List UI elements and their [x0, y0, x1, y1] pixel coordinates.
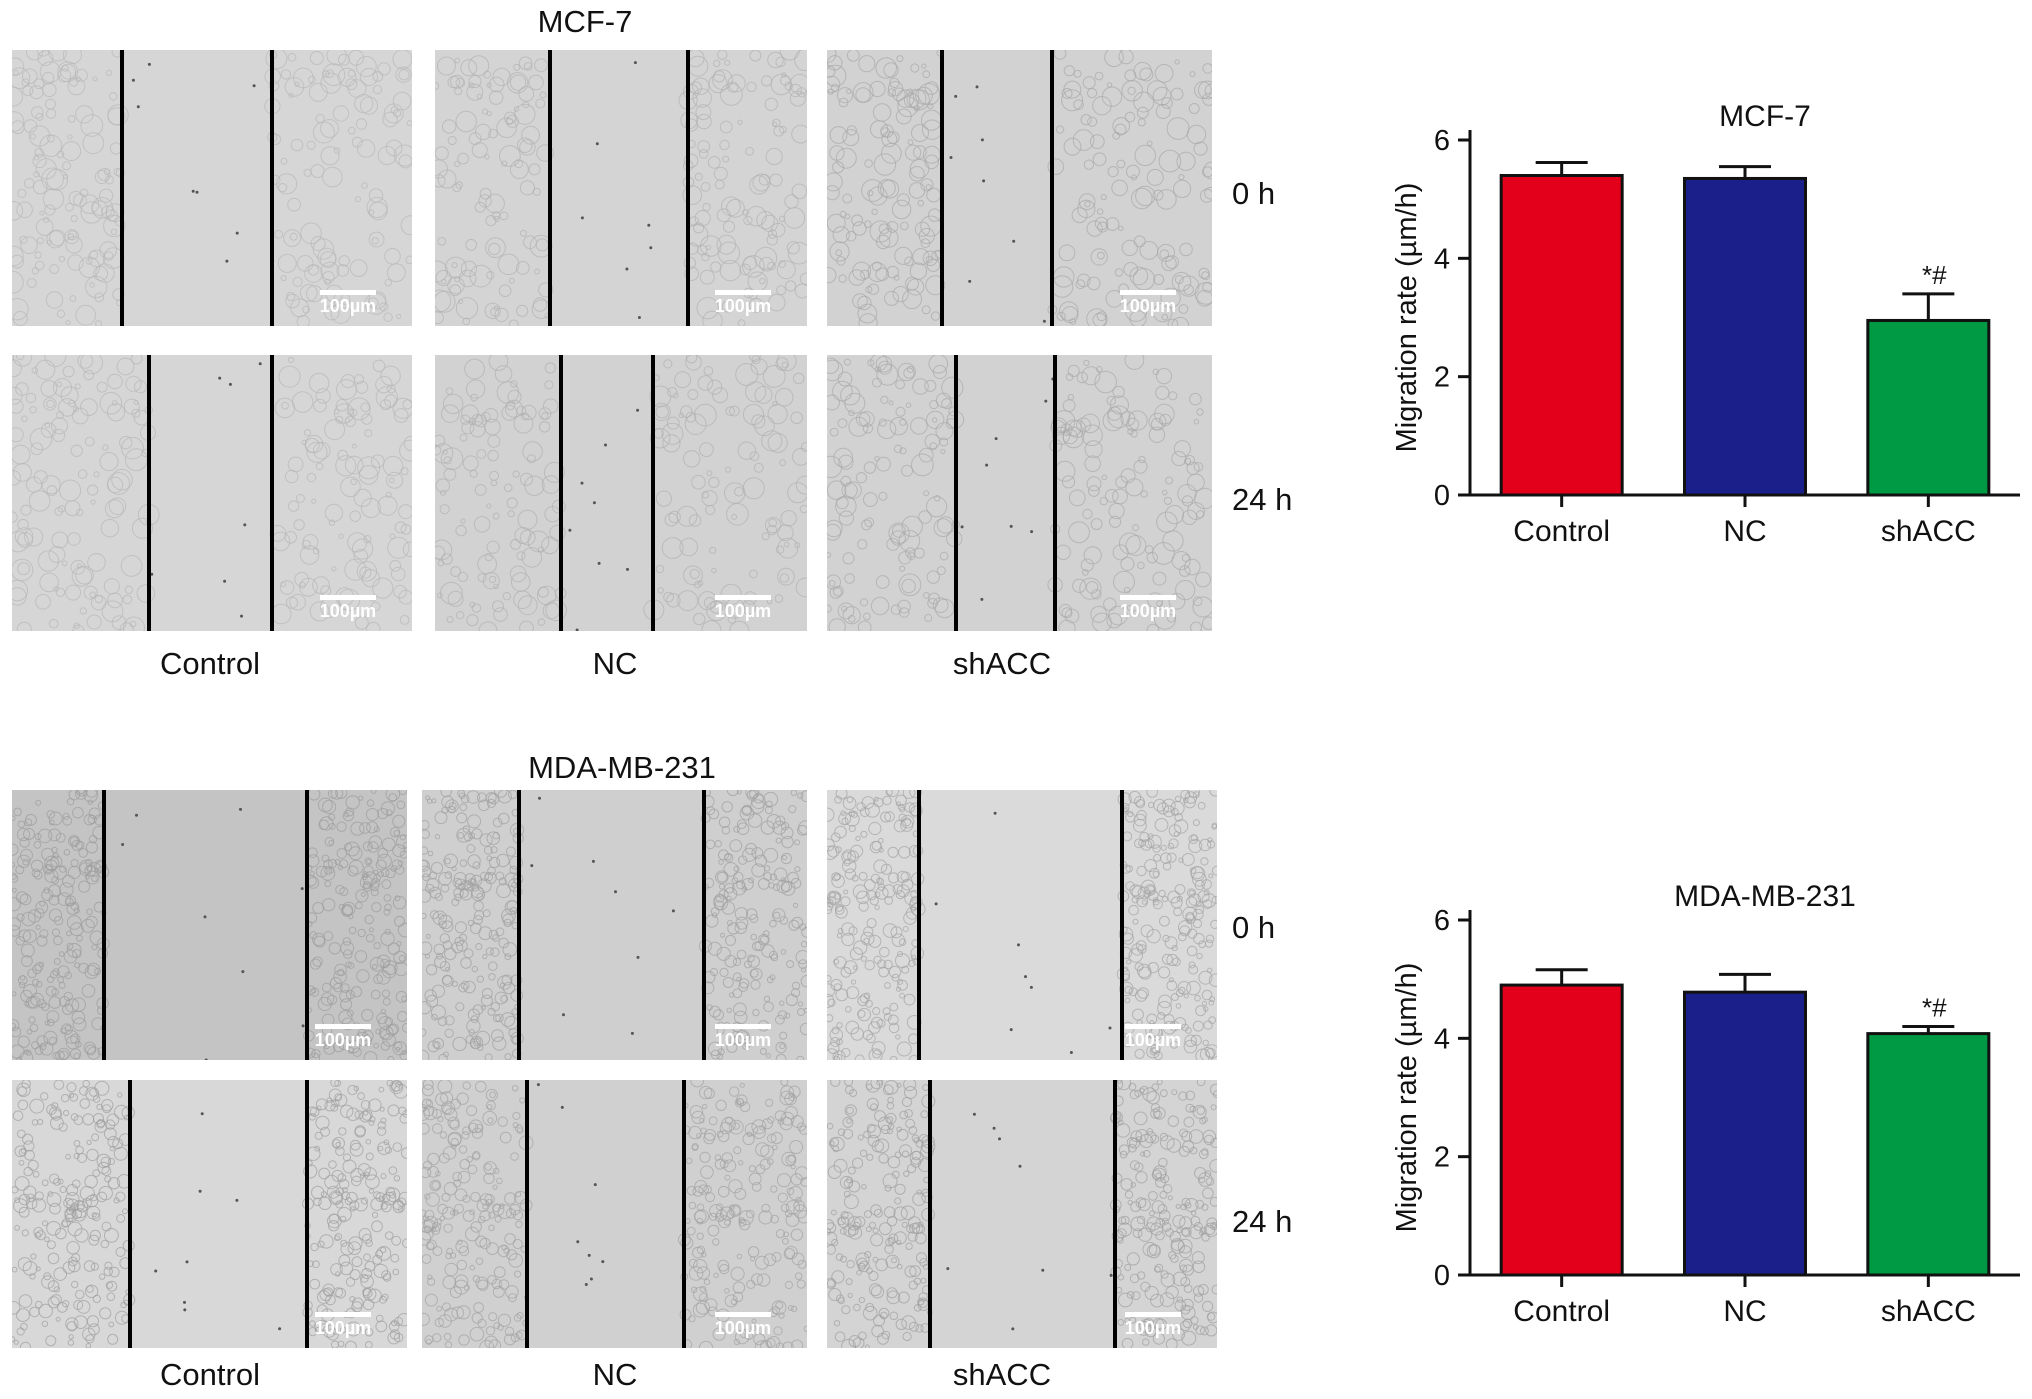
- scale-bar-label: 100µm: [1124, 1030, 1182, 1050]
- mcf7-chart-title: MCF-7: [1719, 100, 1811, 133]
- mdamb231-migration-chart: MDA-MB-231 Migration rate (µm/h) 0 2 4 6 Contr…: [1391, 880, 2020, 1328]
- mcf7-y-tick-label: 4: [1434, 243, 1450, 275]
- mdamb231-y-tick-label: 4: [1434, 1023, 1450, 1055]
- mdamb231-bar-control: [1499, 983, 1624, 1277]
- scale-bar-label: 100µm: [714, 296, 772, 316]
- mcf7-x-tick-label-control: Control: [1513, 515, 1610, 548]
- mdamb231-micrograph-control-24h: 100µm: [12, 1080, 407, 1348]
- mcf7-row-label-24h: 24 h: [1232, 482, 1293, 517]
- mcf7-col-label-shacc: shACC: [952, 646, 1052, 681]
- mcf7-micrograph-control-24h: 100µm: [12, 355, 412, 631]
- scale-bar: [1120, 290, 1176, 295]
- mdamb231-section-title: MDA-MB-231: [528, 750, 716, 785]
- mdamb231-x-tick-label-shacc: shACC: [1881, 1295, 1976, 1328]
- scale-bar: [715, 595, 771, 600]
- mcf7-y-axis-label: Migration rate (µm/h): [1391, 183, 1423, 453]
- scale-bar-label: 100µm: [319, 601, 377, 621]
- mcf7-micrograph-shacc-24h: 100µm: [827, 355, 1212, 631]
- scale-bar: [320, 290, 376, 295]
- mcf7-col-label-control: Control: [160, 646, 260, 681]
- scale-bar-label: 100µm: [314, 1318, 372, 1338]
- mdamb231-col-label-nc: NC: [592, 1357, 638, 1392]
- mdamb231-chart-title: MDA-MB-231: [1674, 880, 1856, 913]
- mdamb231-significance-label-shacc: *#: [1922, 993, 1947, 1023]
- scale-bar-label: 100µm: [1124, 1318, 1182, 1338]
- scale-bar-label: 100µm: [714, 1030, 772, 1050]
- scale-bar: [715, 1024, 771, 1029]
- mcf7-micrograph-nc-24h: 100µm: [435, 355, 807, 631]
- scale-bar-label: 100µm: [714, 1318, 772, 1338]
- mdamb231-row-label-0h: 0 h: [1232, 910, 1276, 945]
- mcf7-x-tick-label-shacc: shACC: [1881, 515, 1976, 548]
- mdamb231-col-label-control: Control: [160, 1357, 260, 1392]
- mcf7-y-tick-label: 2: [1434, 362, 1450, 394]
- scale-bar: [315, 1024, 371, 1029]
- mcf7-micrograph-shacc-0h: 100µm: [827, 50, 1212, 326]
- scale-bar: [715, 290, 771, 295]
- scale-bar-label: 100µm: [314, 1030, 372, 1050]
- scale-bar: [1125, 1024, 1181, 1029]
- mcf7-migration-chart: MCF-7 Migration rate (µm/h) 0 2 4 6 Control NC s…: [1391, 100, 2020, 548]
- scale-bar: [320, 595, 376, 600]
- mdamb231-micrograph-control-0h: 100µm: [12, 790, 407, 1060]
- mdamb231-bar-nc: [1683, 990, 1807, 1277]
- mcf7-bar-shacc: [1866, 318, 1991, 497]
- mcf7-significance-label-shacc: *#: [1922, 260, 1947, 290]
- mcf7-micrograph-control-0h: 100µm: [12, 50, 412, 326]
- scale-bar-label: 100µm: [1119, 296, 1177, 316]
- mdamb231-y-tick-label: 6: [1434, 905, 1450, 937]
- mdamb231-micrograph-shacc-0h: 100µm: [827, 790, 1217, 1060]
- mcf7-bar-nc: [1683, 176, 1807, 497]
- mdamb231-y-tick-label: 2: [1434, 1142, 1450, 1174]
- scale-bar-label: 100µm: [1119, 601, 1177, 621]
- mcf7-y-tick-label: 0: [1434, 480, 1450, 512]
- scale-bar: [1125, 1312, 1181, 1317]
- mdamb231-y-tick-label: 0: [1434, 1260, 1450, 1292]
- mcf7-bar-control: [1499, 174, 1624, 497]
- mcf7-col-label-nc: NC: [592, 646, 638, 681]
- scale-bar-label: 100µm: [319, 296, 377, 316]
- mcf7-micrograph-nc-0h: 100µm: [435, 50, 807, 326]
- mdamb231-micrograph-nc-24h: 100µm: [422, 1080, 807, 1348]
- mcf7-section-title: MCF-7: [537, 4, 633, 39]
- mcf7-row-label-0h: 0 h: [1232, 176, 1276, 211]
- mdamb231-row-label-24h: 24 h: [1232, 1204, 1293, 1239]
- mdamb231-x-tick-label-nc: NC: [1723, 1295, 1766, 1328]
- mdamb231-col-label-shacc: shACC: [952, 1357, 1052, 1392]
- mdamb231-bar-shacc: [1866, 1032, 1991, 1277]
- mdamb231-micrograph-shacc-24h: 100µm: [827, 1080, 1217, 1348]
- scale-bar: [1120, 595, 1176, 600]
- scale-bar: [315, 1312, 371, 1317]
- mcf7-y-tick-label: 6: [1434, 125, 1450, 157]
- mdamb231-y-axis-label: Migration rate (µm/h): [1391, 963, 1423, 1233]
- mcf7-x-tick-label-nc: NC: [1723, 515, 1766, 548]
- mdamb231-micrograph-nc-0h: 100µm: [422, 790, 807, 1060]
- scale-bar: [715, 1312, 771, 1317]
- mdamb231-x-tick-label-control: Control: [1513, 1295, 1610, 1328]
- scale-bar-label: 100µm: [714, 601, 772, 621]
